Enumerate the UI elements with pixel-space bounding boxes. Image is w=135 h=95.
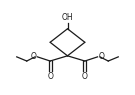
Text: O: O xyxy=(98,52,104,61)
Text: O: O xyxy=(31,52,37,61)
Text: O: O xyxy=(82,72,88,81)
Text: OH: OH xyxy=(62,13,73,22)
Text: O: O xyxy=(47,72,53,81)
